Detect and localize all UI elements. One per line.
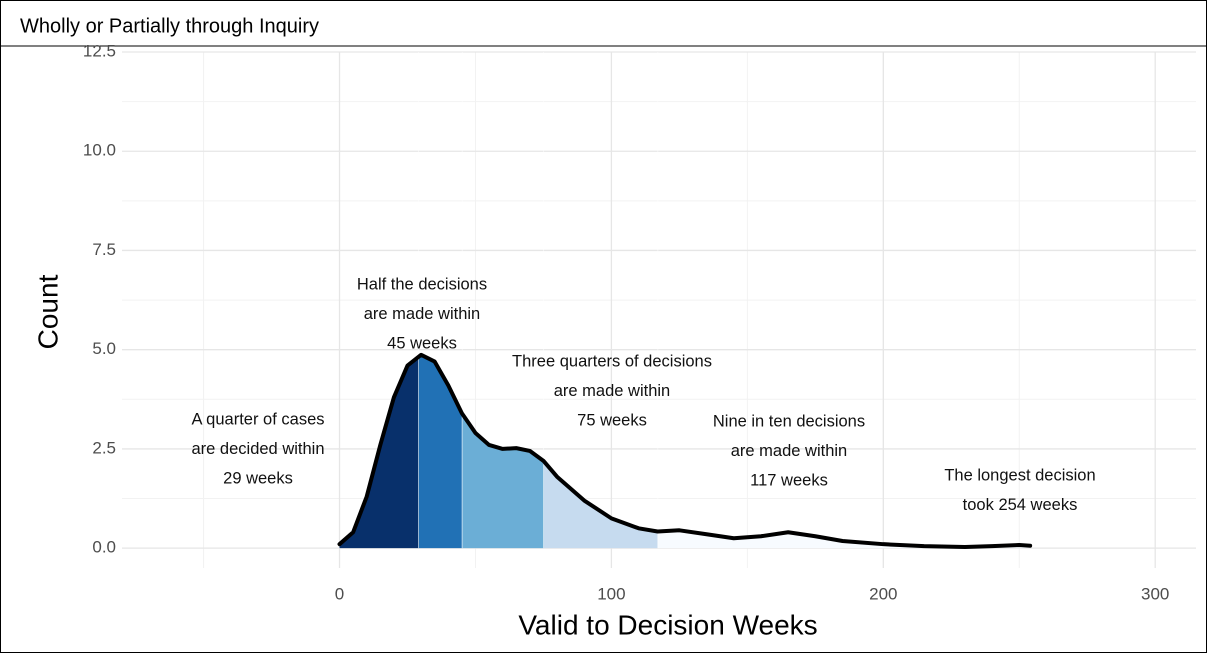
x-axis-label: Valid to Decision Weeks <box>518 609 817 640</box>
y-tick-label: 5.0 <box>92 339 116 358</box>
y-tick-label: 10.0 <box>83 141 116 160</box>
annotation: are made within <box>731 442 847 460</box>
annotation: are decided within <box>192 440 325 458</box>
quantile-band <box>657 530 1031 549</box>
y-tick-label: 2.5 <box>92 438 116 457</box>
quantile-band <box>418 354 462 549</box>
annotation: 29 weeks <box>223 469 293 487</box>
annotation: Half the decisions <box>357 275 487 293</box>
x-tick-label: 100 <box>597 584 625 603</box>
y-axis-label: Count <box>32 274 63 349</box>
chart-title: Wholly or Partially through Inquiry <box>20 15 319 37</box>
x-tick-label: 0 <box>335 584 344 603</box>
annotation: are made within <box>364 305 480 323</box>
y-tick-label: 0.0 <box>92 538 116 557</box>
annotation: 45 weeks <box>387 334 457 352</box>
x-tick-label: 300 <box>1141 584 1169 603</box>
annotation: A quarter of cases <box>192 410 325 428</box>
y-tick-label: 12.5 <box>83 41 116 60</box>
annotation: Three quarters of decisions <box>512 352 712 370</box>
annotation: took 254 weeks <box>963 496 1078 514</box>
annotation: 75 weeks <box>577 411 647 429</box>
x-tick-label: 200 <box>869 584 897 603</box>
annotation: 117 weeks <box>750 471 828 489</box>
annotation: are made within <box>554 382 670 400</box>
annotation: Nine in ten decisions <box>713 412 865 430</box>
annotation: The longest decision <box>944 466 1095 484</box>
y-tick-label: 7.5 <box>92 240 116 259</box>
density-line <box>337 352 1033 549</box>
quantile-band <box>461 413 544 549</box>
